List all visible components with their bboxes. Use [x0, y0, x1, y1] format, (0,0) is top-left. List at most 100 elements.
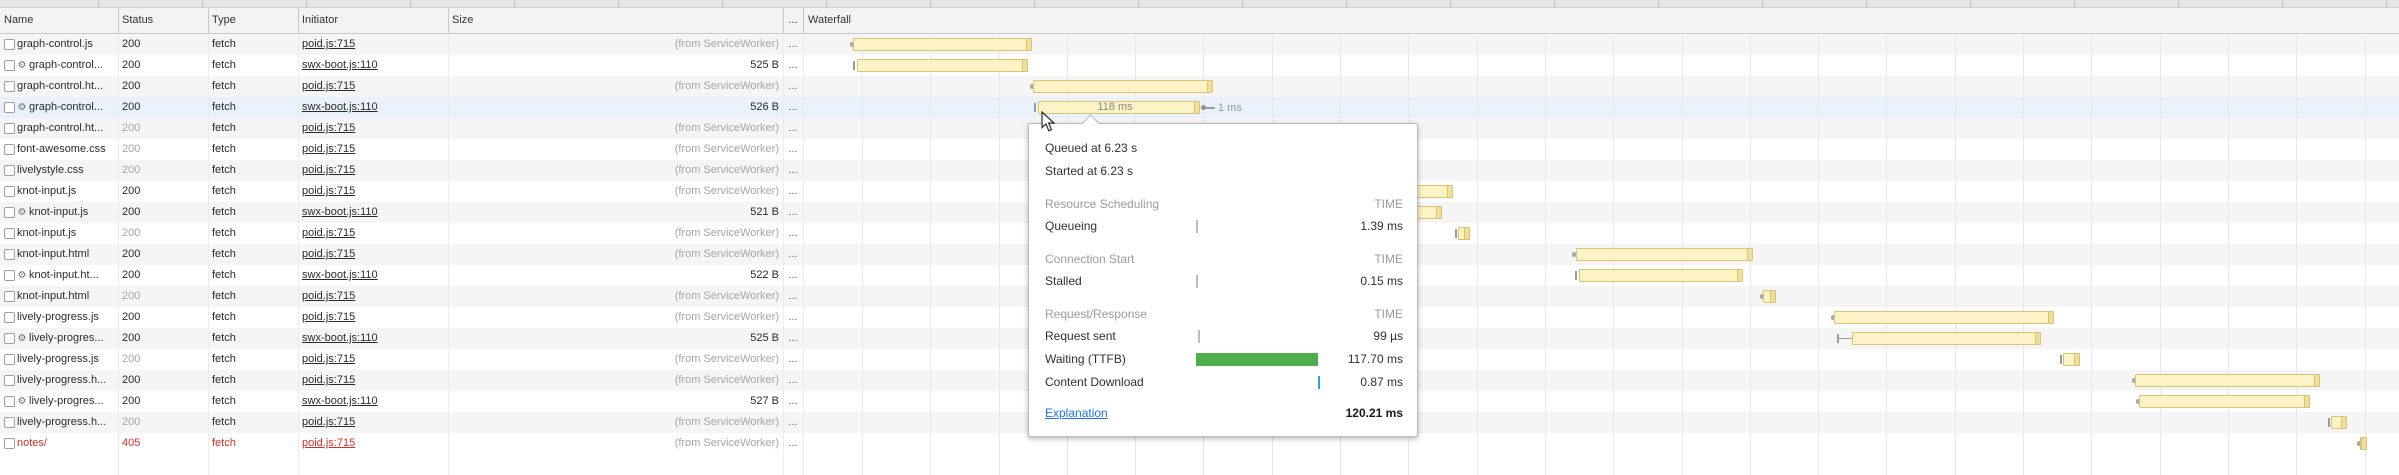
request-size: (from ServiceWorker) — [674, 353, 779, 365]
initiator-link[interactable]: poid.js:715 — [302, 311, 356, 323]
column-header-name[interactable]: Name — [4, 14, 34, 26]
request-name[interactable]: knot-input.html — [17, 248, 90, 260]
request-name[interactable]: knot-input.js — [29, 206, 89, 218]
table-row[interactable]: graph-control.ht... 200 fetch poid.js:715 (f… — [0, 76, 2399, 97]
initiator-link[interactable]: poid.js:715 — [302, 185, 356, 197]
row-checkbox[interactable] — [4, 207, 15, 218]
waterfall-bar[interactable] — [1852, 332, 2041, 345]
request-name[interactable]: knot-input.ht... — [29, 269, 99, 281]
request-name[interactable]: lively-progress.h... — [17, 416, 107, 428]
initiator-link[interactable]: swx-boot.js:110 — [302, 206, 378, 218]
waterfall-bar[interactable] — [2139, 395, 2310, 408]
initiator-link[interactable]: poid.js:715 — [302, 416, 356, 428]
table-row[interactable]: ⚙︎ graph-control... 200 fetch swx-boot.js:11… — [0, 97, 2399, 118]
waterfall-bar[interactable] — [1834, 311, 2054, 324]
column-header-initiator[interactable]: Initiator — [302, 14, 339, 26]
row-checkbox[interactable] — [4, 81, 15, 92]
request-name[interactable]: graph-control.ht... — [17, 80, 104, 92]
row-checkbox[interactable] — [4, 186, 15, 197]
waterfall-bar[interactable] — [1033, 80, 1213, 93]
initiator-link[interactable]: poid.js:715 — [302, 290, 356, 302]
overflow-dots: ... — [788, 122, 798, 134]
waterfall-bar[interactable] — [1763, 290, 1776, 303]
request-type: fetch — [212, 143, 236, 155]
request-name[interactable]: knot-input.js — [17, 227, 77, 239]
network-overview-strip[interactable] — [0, 0, 2399, 8]
row-checkbox[interactable] — [4, 417, 15, 428]
waterfall-bar[interactable]: 118 ms — [1038, 101, 1200, 114]
request-type: fetch — [212, 122, 236, 134]
request-name[interactable]: graph-control... — [29, 101, 103, 113]
request-name[interactable]: lively-progres... — [29, 332, 104, 344]
table-row[interactable]: graph-control.js 200 fetch poid.js:715 (from… — [0, 34, 2399, 55]
waterfall-bar[interactable] — [857, 59, 1028, 72]
overview-tick — [98, 0, 99, 8]
row-checkbox[interactable] — [4, 438, 15, 449]
initiator-link[interactable]: poid.js:715 — [302, 38, 356, 50]
table-row[interactable]: ⚙︎ graph-control... 200 fetch swx-boot.js:11… — [0, 55, 2399, 76]
initiator-link[interactable]: swx-boot.js:110 — [302, 395, 378, 407]
row-checkbox[interactable] — [4, 165, 15, 176]
request-name[interactable]: lively-progress.js — [17, 311, 99, 323]
row-checkbox[interactable] — [4, 291, 15, 302]
request-type: fetch — [212, 164, 236, 176]
initiator-link[interactable]: swx-boot.js:110 — [302, 269, 378, 281]
row-checkbox[interactable] — [4, 123, 15, 134]
column-header-size[interactable]: Size — [452, 14, 474, 26]
request-size: 527 B — [750, 395, 779, 407]
request-name[interactable]: graph-control.js — [17, 38, 93, 50]
request-name[interactable]: graph-control... — [29, 59, 103, 71]
initiator-link[interactable]: poid.js:715 — [302, 374, 356, 386]
row-checkbox[interactable] — [4, 312, 15, 323]
table-row[interactable]: notes/405 fetch poid.js:715 (from ServiceWo… — [0, 433, 2399, 454]
column-header-overflow[interactable]: ... — [788, 14, 798, 26]
column-header-type[interactable]: Type — [212, 14, 236, 26]
waterfall-bar[interactable] — [1576, 248, 1753, 261]
waterfall-bar[interactable] — [853, 38, 1032, 51]
column-header-waterfall[interactable]: Waterfall — [808, 14, 851, 26]
row-checkbox[interactable] — [4, 102, 15, 113]
waterfall-bar[interactable] — [2063, 353, 2080, 366]
initiator-link[interactable]: poid.js:715 — [302, 248, 356, 260]
request-name[interactable]: livelystyle.css — [17, 164, 84, 176]
overview-tick — [618, 0, 619, 8]
request-name[interactable]: notes/ — [17, 437, 47, 449]
waterfall-bar[interactable] — [2135, 374, 2320, 387]
initiator-link[interactable]: swx-boot.js:110 — [302, 59, 378, 71]
waterfall-bar[interactable] — [1579, 269, 1743, 282]
request-name[interactable]: lively-progress.js — [17, 353, 99, 365]
initiator-link[interactable]: poid.js:715 — [302, 164, 356, 176]
row-checkbox[interactable] — [4, 270, 15, 281]
row-checkbox[interactable] — [4, 396, 15, 407]
request-name[interactable]: font-awesome.css — [17, 143, 106, 155]
initiator-link[interactable]: poid.js:715 — [302, 353, 356, 365]
request-size: (from ServiceWorker) — [674, 185, 779, 197]
row-checkbox[interactable] — [4, 354, 15, 365]
column-header-status[interactable]: Status — [122, 14, 154, 26]
row-checkbox[interactable] — [4, 333, 15, 344]
request-name[interactable]: knot-input.html — [17, 290, 90, 302]
waterfall-bar[interactable] — [2360, 437, 2367, 450]
waterfall-bar[interactable] — [1458, 227, 1470, 240]
request-name[interactable]: graph-control.ht... — [17, 122, 104, 134]
initiator-link[interactable]: poid.js:715 — [302, 122, 356, 134]
initiator-link[interactable]: swx-boot.js:110 — [302, 101, 378, 113]
row-checkbox[interactable] — [4, 60, 15, 71]
initiator-link[interactable]: poid.js:715 — [302, 227, 356, 239]
request-name[interactable]: lively-progress.h... — [17, 374, 107, 386]
row-checkbox[interactable] — [4, 144, 15, 155]
initiator-link[interactable]: poid.js:715 — [302, 80, 356, 92]
request-name[interactable]: lively-progres... — [29, 395, 104, 407]
tooltip-total-time: 120.21 ms — [1345, 406, 1403, 420]
initiator-link[interactable]: swx-boot.js:110 — [302, 332, 378, 344]
row-checkbox[interactable] — [4, 39, 15, 50]
waterfall-bar[interactable] — [2331, 416, 2347, 429]
initiator-link[interactable]: poid.js:715 — [302, 437, 356, 449]
explanation-link[interactable]: Explanation — [1045, 406, 1108, 420]
initiator-link[interactable]: poid.js:715 — [302, 143, 356, 155]
row-checkbox[interactable] — [4, 249, 15, 260]
row-checkbox[interactable] — [4, 228, 15, 239]
row-checkbox[interactable] — [4, 375, 15, 386]
request-name[interactable]: knot-input.js — [17, 185, 77, 197]
gear-icon: ⚙︎ — [17, 396, 27, 407]
